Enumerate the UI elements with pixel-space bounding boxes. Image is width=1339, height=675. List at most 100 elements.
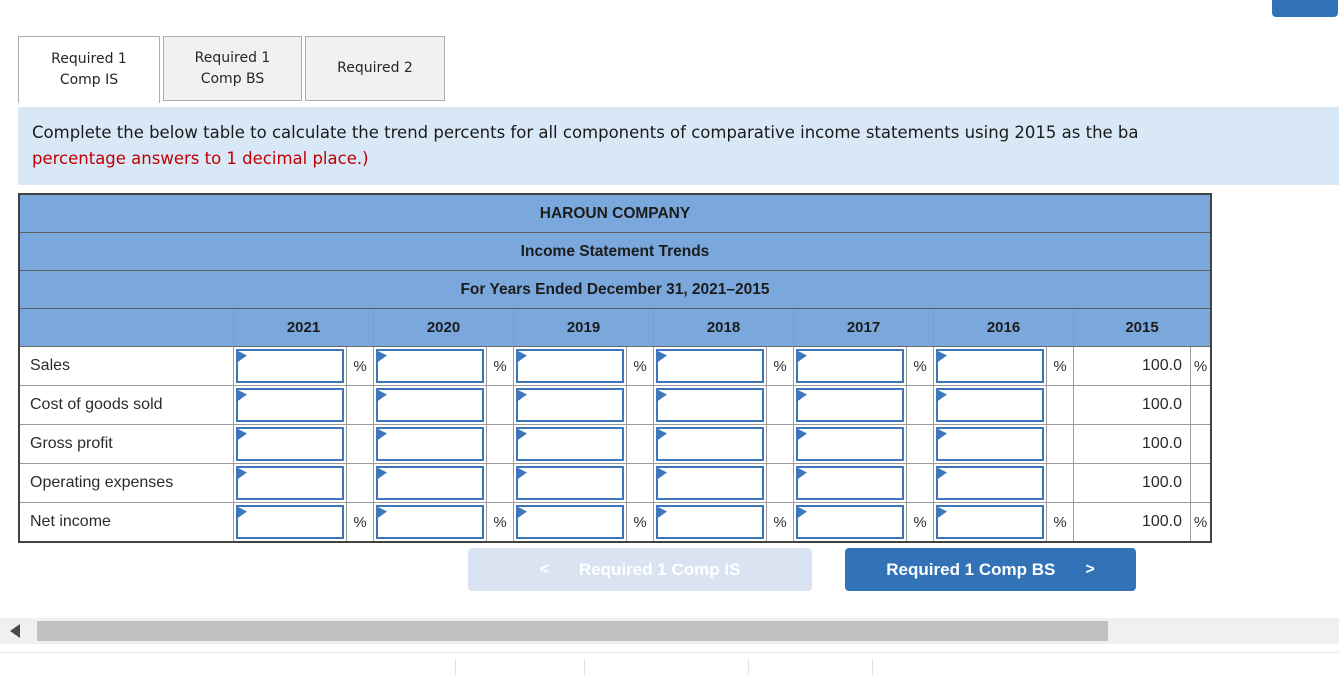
base-pct-cell	[1190, 386, 1210, 424]
trend-input-field[interactable]	[378, 507, 482, 537]
tab-label-line: Required 1	[194, 49, 271, 66]
prev-button-label: Required 1 Comp IS	[578, 559, 741, 579]
pct-cell: %	[1046, 347, 1073, 385]
trend-input-field[interactable]	[378, 390, 482, 420]
trend-input-operating-expenses-2018[interactable]	[656, 466, 764, 500]
year-header-2016: 2016	[933, 309, 1073, 346]
trend-input-field[interactable]	[938, 390, 1042, 420]
trend-input-field[interactable]	[378, 468, 482, 498]
trend-input-net-income-2019[interactable]	[516, 505, 624, 539]
input-cell-net-income-2016	[933, 503, 1046, 541]
input-cell-gross-profit-2016	[933, 425, 1046, 463]
trend-input-operating-expenses-2019[interactable]	[516, 466, 624, 500]
trend-table: HAROUN COMPANY Income Statement Trends For…	[18, 193, 1212, 543]
tab-required-1-comp-bs[interactable]: Required 1 Comp BS	[163, 36, 302, 101]
base-value-gross-profit: 100.0	[1073, 425, 1190, 463]
trend-input-field[interactable]	[658, 351, 762, 381]
trend-input-net-income-2017[interactable]	[796, 505, 904, 539]
trend-input-field[interactable]	[798, 429, 902, 459]
trend-input-cost-of-goods-sold-2018[interactable]	[656, 388, 764, 422]
trend-input-field[interactable]	[518, 390, 622, 420]
trend-input-sales-2020[interactable]	[376, 349, 484, 383]
trend-input-field[interactable]	[798, 390, 902, 420]
pct-cell	[766, 386, 793, 424]
next-required-1-comp-bs-button[interactable]: Required 1 Comp BS >	[845, 548, 1136, 591]
trend-input-net-income-2016[interactable]	[936, 505, 1044, 539]
trend-input-cost-of-goods-sold-2020[interactable]	[376, 388, 484, 422]
trend-input-operating-expenses-2020[interactable]	[376, 466, 484, 500]
trend-input-field[interactable]	[238, 351, 342, 381]
scroll-left-arrow-icon[interactable]	[8, 623, 24, 639]
trend-input-field[interactable]	[518, 351, 622, 381]
scrollbar-thumb[interactable]	[37, 621, 1108, 641]
trend-input-gross-profit-2020[interactable]	[376, 427, 484, 461]
trend-input-gross-profit-2021[interactable]	[236, 427, 344, 461]
trend-input-field[interactable]	[938, 468, 1042, 498]
trend-input-field[interactable]	[238, 390, 342, 420]
horizontal-scrollbar[interactable]	[0, 618, 1339, 644]
trend-input-field[interactable]	[518, 468, 622, 498]
trend-input-field[interactable]	[518, 507, 622, 537]
trend-input-cost-of-goods-sold-2016[interactable]	[936, 388, 1044, 422]
partial-button-top-right[interactable]	[1272, 0, 1338, 17]
trend-input-field[interactable]	[798, 468, 902, 498]
trend-input-sales-2016[interactable]	[936, 349, 1044, 383]
trend-input-cost-of-goods-sold-2017[interactable]	[796, 388, 904, 422]
trend-input-sales-2021[interactable]	[236, 349, 344, 383]
trend-input-field[interactable]	[238, 429, 342, 459]
instruction-panel: Complete the below table to calculate th…	[18, 107, 1339, 185]
trend-input-field[interactable]	[378, 429, 482, 459]
trend-input-field[interactable]	[658, 507, 762, 537]
trend-input-field[interactable]	[238, 468, 342, 498]
trend-input-field[interactable]	[378, 351, 482, 381]
base-pct-cell: %	[1190, 503, 1210, 541]
input-cell-cost-of-goods-sold-2017	[793, 386, 906, 424]
trend-input-sales-2018[interactable]	[656, 349, 764, 383]
trend-input-field[interactable]	[518, 429, 622, 459]
input-cell-net-income-2019	[513, 503, 626, 541]
trend-input-sales-2019[interactable]	[516, 349, 624, 383]
trend-input-net-income-2018[interactable]	[656, 505, 764, 539]
pct-cell: %	[766, 503, 793, 541]
pct-cell	[626, 425, 653, 463]
trend-input-cost-of-goods-sold-2019[interactable]	[516, 388, 624, 422]
pct-cell: %	[486, 503, 513, 541]
trend-input-sales-2017[interactable]	[796, 349, 904, 383]
trend-input-field[interactable]	[938, 429, 1042, 459]
tab-required-1-comp-is[interactable]: Required 1 Comp IS	[18, 36, 160, 103]
input-cell-cost-of-goods-sold-2018	[653, 386, 766, 424]
bottom-divider	[872, 659, 873, 675]
pct-cell	[766, 464, 793, 502]
year-header-2018: 2018	[653, 309, 793, 346]
trend-input-operating-expenses-2021[interactable]	[236, 466, 344, 500]
base-value-operating-expenses: 100.0	[1073, 464, 1190, 502]
year-header-2015: 2015	[1073, 309, 1210, 346]
trend-input-field[interactable]	[938, 351, 1042, 381]
trend-input-cost-of-goods-sold-2021[interactable]	[236, 388, 344, 422]
base-value-sales: 100.0	[1073, 347, 1190, 385]
trend-input-net-income-2021[interactable]	[236, 505, 344, 539]
pct-cell	[346, 464, 373, 502]
trend-input-gross-profit-2018[interactable]	[656, 427, 764, 461]
trend-input-operating-expenses-2016[interactable]	[936, 466, 1044, 500]
prev-required-1-comp-is-button[interactable]: < Required 1 Comp IS	[468, 548, 812, 591]
trend-input-gross-profit-2016[interactable]	[936, 427, 1044, 461]
trend-input-net-income-2020[interactable]	[376, 505, 484, 539]
trend-input-field[interactable]	[938, 507, 1042, 537]
input-cell-cost-of-goods-sold-2019	[513, 386, 626, 424]
trend-input-field[interactable]	[658, 390, 762, 420]
trend-input-field[interactable]	[658, 468, 762, 498]
trend-input-field[interactable]	[798, 351, 902, 381]
tab-required-2[interactable]: Required 2	[305, 36, 445, 101]
trend-input-field[interactable]	[798, 507, 902, 537]
tab-label-line: Required 2	[337, 60, 413, 76]
trend-input-field[interactable]	[658, 429, 762, 459]
table-title-line-1: HAROUN COMPANY	[539, 204, 691, 222]
trend-input-field[interactable]	[238, 507, 342, 537]
year-row-spacer	[20, 309, 233, 346]
trend-input-operating-expenses-2017[interactable]	[796, 466, 904, 500]
pct-cell: %	[626, 503, 653, 541]
trend-input-gross-profit-2017[interactable]	[796, 427, 904, 461]
trend-input-gross-profit-2019[interactable]	[516, 427, 624, 461]
